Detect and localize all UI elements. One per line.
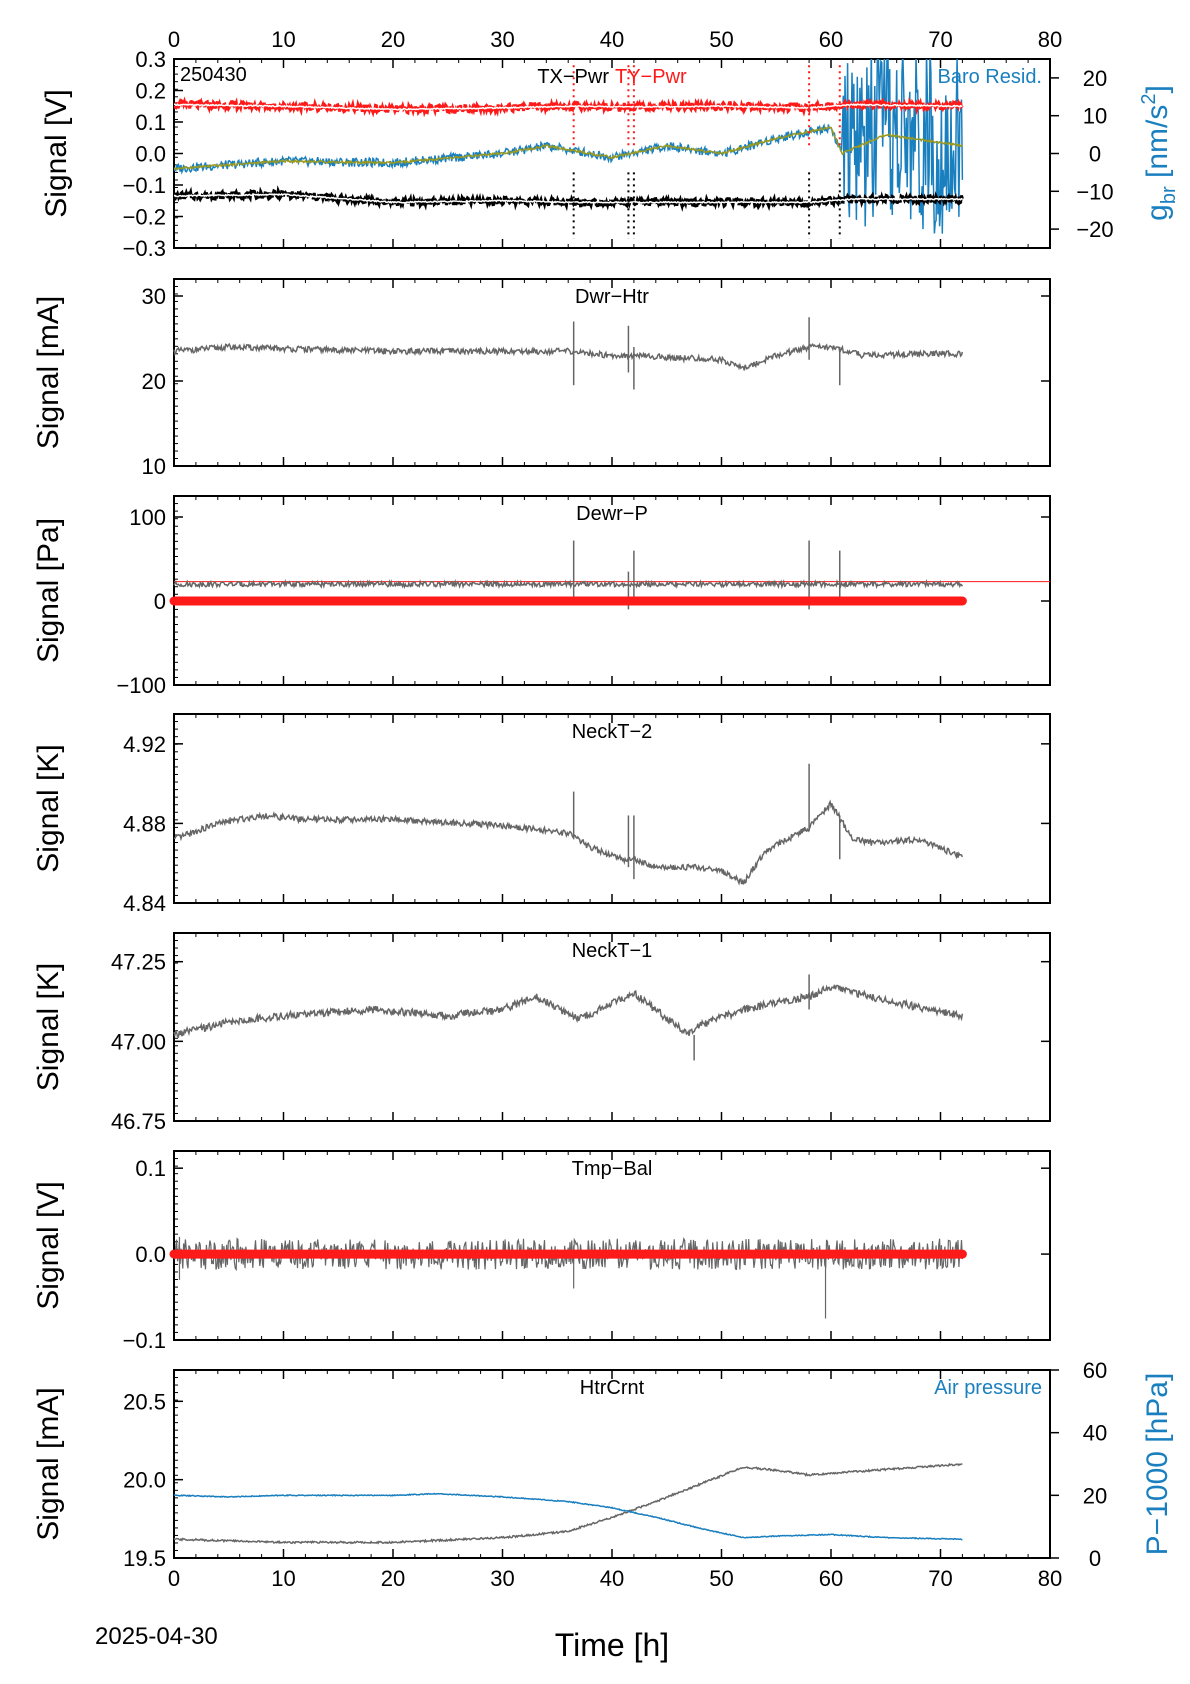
panel-title: NeckT−2	[572, 721, 653, 743]
y2-tick-label: −10	[1076, 179, 1113, 204]
y-tick-label: 47.00	[111, 1029, 166, 1054]
panel-5: 47.25 47.00 46.75 Signal [K] NeckT−1	[32, 932, 1051, 1134]
y-tick-label: 4.92	[123, 732, 166, 757]
x-tick-label: 50	[709, 1566, 733, 1591]
x-tick-label: 70	[928, 27, 952, 52]
x-tick-label: 60	[819, 1566, 843, 1591]
date-label: 2025-04-30	[95, 1623, 218, 1650]
y2-tick-label: 20	[1083, 1483, 1107, 1508]
x-tick-label: 80	[1038, 1566, 1062, 1591]
baro-resid-smooth	[174, 126, 963, 171]
y2-axis-label-part: g	[1141, 204, 1174, 221]
y-axis-label: Signal [K]	[32, 963, 65, 1091]
y-axis-label: Signal [Pa]	[32, 518, 65, 663]
x-tick-label: 60	[819, 27, 843, 52]
y2-axis-label-part: [nm/s	[1141, 105, 1174, 187]
panel-title: Dewr−P	[576, 503, 648, 525]
y-tick-label: 20.0	[123, 1468, 166, 1493]
ty-pwr-fit	[174, 103, 963, 111]
y-axis-label: Signal [V]	[32, 1181, 65, 1309]
y2-axis-label-part: br	[1158, 186, 1180, 204]
y2-tick-label: 40	[1083, 1421, 1107, 1446]
y-axis-label: Signal [V]	[40, 89, 73, 217]
panel-4: 4.92 4.88 4.84 Signal [K] NeckT−2	[32, 713, 1051, 916]
dewr-p-line	[173, 578, 964, 590]
y-tick-label: 0.0	[135, 142, 166, 167]
panel-title: Dwr−Htr	[575, 286, 649, 308]
y-tick-label: 0	[154, 589, 166, 614]
panel-title: TX−Pwr TY−Pwr	[537, 66, 687, 88]
htrcrnt-line	[173, 1462, 963, 1545]
title-ty: TY−Pwr	[615, 66, 687, 88]
y-tick-label: 46.75	[111, 1109, 166, 1134]
panel-title: NeckT−1	[572, 940, 653, 962]
y2-axis-label-part: ]	[1141, 85, 1174, 93]
y-tick-label: 0.0	[135, 1242, 166, 1267]
y-tick-label: 0.3	[135, 47, 166, 72]
y-tick-label: 10	[142, 454, 166, 479]
y-tick-label: 47.25	[111, 950, 166, 975]
y-tick-label: 0.2	[135, 79, 166, 104]
right-legend: Baro Resid.	[938, 66, 1043, 88]
panel-7: 0 10 20 30 40 50 60 70 80 20.5 20.0 19.5 Signal [mA]…	[32, 1358, 1107, 1591]
y-tick-label: 30	[142, 284, 166, 309]
y-tick-label: −0.1	[123, 1328, 166, 1353]
x-tick-label: 10	[271, 27, 295, 52]
y2-tick-label: 0	[1089, 1546, 1101, 1571]
x-tick-label: 70	[928, 1566, 952, 1591]
tx-pwr-fit	[174, 192, 963, 205]
y-tick-label: −0.2	[123, 205, 166, 230]
x-tick-label: 30	[490, 1566, 514, 1591]
neckt2-line	[173, 799, 964, 886]
y2-tick-label: 0	[1089, 142, 1101, 167]
x-tick-label: 0	[168, 1566, 180, 1591]
x-tick-label: 0	[168, 27, 180, 52]
dwr-htr-line	[173, 342, 964, 371]
x-tick-label: 20	[381, 27, 405, 52]
y-tick-label: 0.1	[135, 110, 166, 135]
y-axis-label: Signal [mA]	[32, 296, 65, 449]
corner-label: 250430	[180, 64, 247, 86]
panel-1: 0 10 20 30 40 50 60 70 80 0.3 0.2 0.1 0.0 −0.1 −0.2 −0.…	[40, 27, 1114, 261]
y-tick-label: 20.5	[123, 1389, 166, 1414]
panel-title: HtrCrnt	[580, 1377, 645, 1399]
panels: 0 10 20 30 40 50 60 70 800.30.20.10.0−0.1−0.2−0.…	[32, 27, 1180, 1591]
y-tick-label: 0.1	[135, 1156, 166, 1181]
right-legend: Air pressure	[934, 1377, 1042, 1399]
neckt1-line	[173, 984, 964, 1039]
y2-axis-label-part: 2	[1138, 94, 1160, 105]
x-tick-label: 40	[600, 27, 624, 52]
y-axis-label: Signal [K]	[32, 744, 65, 872]
panel-6: 0.1 0.0 −0.1 Signal [V] Tmp−Bal	[32, 1150, 1051, 1353]
y-tick-label: 4.88	[123, 811, 166, 836]
y-tick-label: 4.84	[123, 891, 166, 916]
air-pressure-line	[173, 1492, 963, 1541]
y2-tick-label: 20	[1083, 66, 1107, 91]
y-axis-label: Signal [mA]	[32, 1387, 65, 1540]
y2-axis-label: gbr [nm/s2]	[1138, 85, 1180, 221]
series-group	[174, 59, 964, 239]
y-tick-label: −0.1	[123, 173, 166, 198]
panel-title: Tmp−Bal	[572, 1158, 653, 1180]
x-tick-label: 80	[1038, 27, 1062, 52]
y-tick-label: −0.3	[123, 236, 166, 261]
y-tick-label: 20	[142, 369, 166, 394]
y2-tick-label: −20	[1076, 217, 1113, 242]
y-tick-label: 19.5	[123, 1546, 166, 1571]
panel-2: 30 20 10 Signal [mA] Dwr−Htr	[32, 278, 1051, 479]
y2-tick-label: 60	[1083, 1358, 1107, 1383]
y2-axis-label: P−1000 [hPa]	[1141, 1373, 1174, 1556]
title-tx: TX−Pwr	[537, 66, 609, 88]
x-axis-label: Time [h]	[555, 1627, 669, 1663]
x-tick-label: 50	[709, 27, 733, 52]
x-tick-label: 40	[600, 1566, 624, 1591]
x-tick-label: 10	[271, 1566, 295, 1591]
x-tick-label: 30	[490, 27, 514, 52]
x-tick-label: 20	[381, 1566, 405, 1591]
y-tick-label: 100	[129, 505, 166, 530]
y-tick-label: −100	[116, 673, 166, 698]
y2-tick-label: 10	[1083, 104, 1107, 129]
panel-3: 100 0 −100 Signal [Pa] Dewr−P	[32, 495, 1051, 698]
